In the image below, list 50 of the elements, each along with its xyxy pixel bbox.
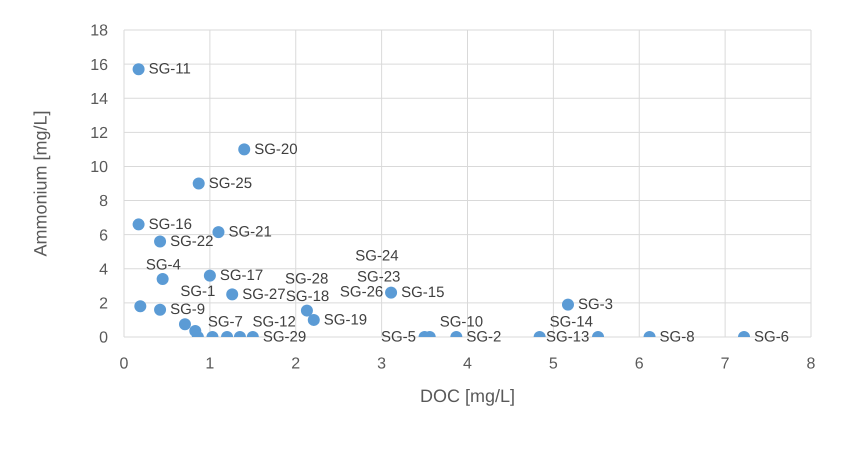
y-tick-label: 2 (99, 296, 108, 313)
x-tick-label: 6 (634, 355, 644, 372)
y-tick-label: 16 (90, 56, 108, 74)
text: SG-25 (208, 175, 252, 192)
text: SG-11 (148, 60, 191, 78)
text: SG-7 (208, 314, 243, 330)
text: SG-6 (754, 328, 790, 346)
text: SG-21 (228, 224, 272, 241)
x-tick-label: 7 (720, 355, 730, 372)
text: SG-2 (466, 328, 502, 346)
text: SG-5 (380, 328, 416, 346)
x-tick-label: 3 (377, 355, 386, 372)
x-tick-label: 5 (548, 355, 558, 372)
text: SG-8 (660, 328, 695, 346)
text: SG-3 (578, 296, 613, 314)
y-tick-label: 10 (90, 159, 108, 176)
x-tick-label: 2 (291, 355, 300, 372)
text: SG-4 (146, 256, 181, 274)
text: SG-29 (262, 328, 306, 346)
y-tick-label: 8 (99, 193, 108, 210)
y-tick-label: 0 (99, 330, 108, 347)
text: SG-16 (148, 216, 192, 233)
text: SG-10 (440, 314, 484, 330)
y-tick-label: 18 (90, 22, 108, 40)
text: SG-13 (546, 328, 590, 346)
x-tick-label: 0 (120, 355, 129, 372)
text: SG-1 (180, 282, 216, 300)
y-axis-title: Ammonium [mg/L] (30, 110, 50, 257)
y-tick-label: 4 (99, 261, 108, 278)
y-tick-label: 6 (99, 227, 108, 244)
text: SG-26 (340, 284, 384, 300)
text: SG-20 (254, 140, 298, 158)
text: SG-14 (550, 314, 593, 330)
text: SG-12 (252, 314, 296, 330)
text: SG-27 (242, 286, 286, 303)
x-tick-label: 1 (205, 355, 214, 372)
text: SG-24 (355, 248, 399, 265)
x-tick-label: 8 (806, 355, 816, 372)
x-axis-title: DOC [mg/L] (420, 386, 516, 406)
text: SG-23 (357, 268, 400, 286)
y-tick-label: 14 (90, 90, 108, 108)
y-tick-label: 12 (90, 125, 108, 142)
text: SG-9 (170, 301, 206, 318)
text: SG-17 (220, 267, 264, 284)
x-tick-label: 4 (463, 355, 472, 372)
text: SG-15 (401, 284, 444, 302)
text: SG-19 (324, 311, 368, 328)
text: SG-22 (170, 232, 214, 250)
text: SG-28 (284, 270, 328, 288)
text: SG-18 (286, 288, 330, 306)
